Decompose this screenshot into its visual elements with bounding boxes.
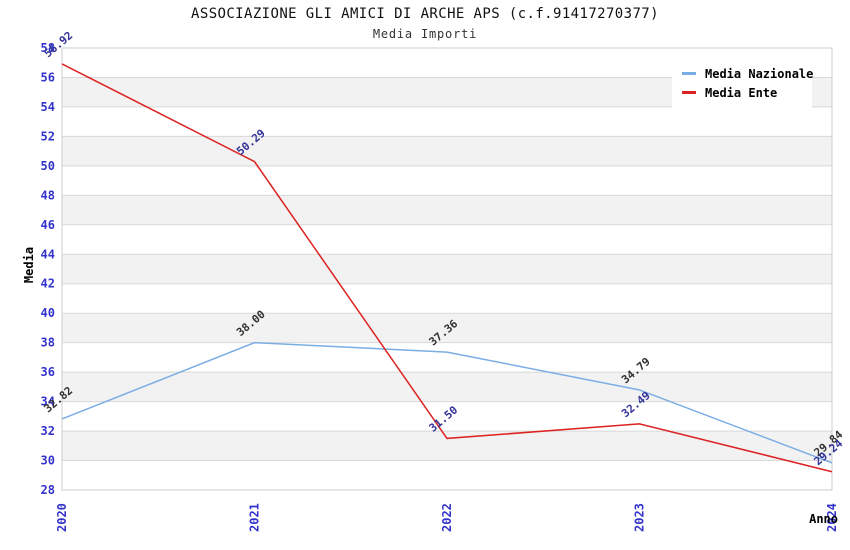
y-tick-label: 52	[41, 129, 55, 143]
plot-band	[62, 313, 832, 343]
y-tick-label: 40	[41, 306, 55, 320]
x-tick-label: 2023	[633, 503, 647, 532]
plot-band	[62, 254, 832, 284]
y-tick-label: 30	[41, 454, 55, 468]
y-tick-label: 34	[41, 395, 55, 409]
plot-band	[62, 460, 832, 490]
plot-band	[62, 431, 832, 461]
y-tick-label: 54	[41, 100, 55, 114]
y-tick-label: 36	[41, 365, 55, 379]
legend-item-media-nazionale: Media Nazionale	[682, 64, 814, 83]
plot-band	[62, 401, 832, 432]
plot-band	[62, 195, 832, 225]
line-swatch-icon	[682, 72, 696, 75]
line-swatch-icon	[682, 91, 696, 94]
y-tick-label: 42	[41, 277, 55, 291]
y-tick-label: 44	[41, 247, 55, 261]
chart-title: ASSOCIAZIONE GLI AMICI DI ARCHE APS (c.f…	[191, 6, 659, 22]
plot-band	[62, 136, 832, 166]
y-tick-label: 48	[41, 188, 55, 202]
x-tick-label: 2022	[440, 503, 454, 532]
x-axis-title: Anno	[809, 512, 838, 526]
plot-band	[62, 283, 832, 314]
plot-band	[62, 224, 832, 255]
plot-band	[62, 372, 832, 402]
plot-border	[61, 47, 833, 491]
chart-subtitle: Media Importi	[372, 27, 478, 41]
y-tick-label: 32	[41, 424, 55, 438]
legend-label: Media Nazionale	[705, 66, 814, 81]
legend-item-media-ente: Media Ente	[682, 83, 812, 102]
series-line-media-nazionale	[61, 341, 833, 464]
x-tick-label: 2020	[55, 503, 69, 532]
plot-band	[62, 106, 832, 137]
legend: Media Nazionale Media Ente	[672, 57, 814, 109]
y-tick-label: 56	[41, 70, 55, 84]
y-tick-label: 28	[41, 483, 55, 497]
series-line-media-ente	[61, 63, 833, 473]
legend-label: Media Ente	[705, 85, 778, 100]
x-tick-label: 2024	[825, 503, 839, 532]
x-tick-label: 2021	[248, 503, 262, 532]
plot-band	[62, 342, 832, 373]
y-tick-label: 46	[41, 218, 55, 232]
y-tick-label: 50	[41, 159, 55, 173]
y-tick-label: 38	[41, 336, 55, 350]
y-axis-title: Media	[22, 246, 36, 284]
plot-band	[62, 165, 832, 196]
y-tick-label: 58	[41, 41, 55, 55]
